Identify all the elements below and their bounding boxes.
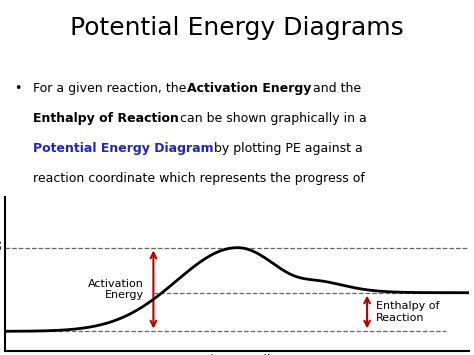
Text: Enthalpy of
Reaction: Enthalpy of Reaction (376, 301, 440, 323)
Text: Enthalpy of Reaction: Enthalpy of Reaction (33, 112, 179, 125)
Text: and the: and the (309, 82, 361, 95)
Text: Potential Energy Diagram: Potential Energy Diagram (33, 142, 213, 155)
Y-axis label: Potential Energy →: Potential Energy → (0, 225, 2, 323)
Text: Potential Energy Diagrams: Potential Energy Diagrams (70, 16, 404, 40)
Text: Activation Energy: Activation Energy (187, 82, 311, 95)
Text: can be shown graphically in a: can be shown graphically in a (175, 112, 366, 125)
Text: the reaction.: the reaction. (33, 203, 112, 216)
Text: Activation
Energy: Activation Energy (88, 279, 144, 300)
Text: by plotting PE against a: by plotting PE against a (210, 142, 363, 155)
X-axis label: Reaction Coordinate: Reaction Coordinate (177, 354, 297, 355)
Text: reaction coordinate which represents the progress of: reaction coordinate which represents the… (33, 173, 365, 185)
Text: •: • (14, 82, 21, 95)
Text: For a given reaction, the: For a given reaction, the (33, 82, 190, 95)
